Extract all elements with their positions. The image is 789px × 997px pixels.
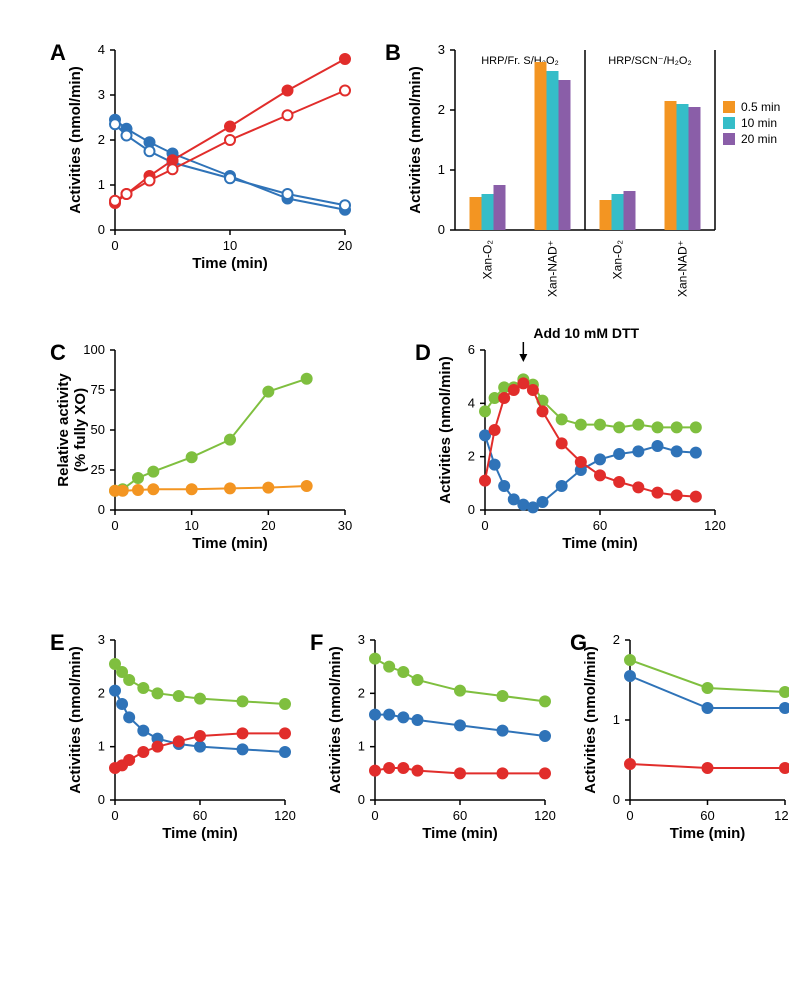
panel-B: 0123HRP/Fr. S/H₂O₂HRP/SCN⁻/H₂O₂Xan-O₂Xan… — [455, 50, 785, 230]
svg-text:HRP/Fr. S/H₂O₂: HRP/Fr. S/H₂O₂ — [481, 55, 559, 67]
svg-text:1: 1 — [98, 177, 105, 192]
panel-label-D: D — [415, 340, 431, 366]
svg-text:Xan-O₂: Xan-O₂ — [611, 240, 625, 280]
svg-text:20: 20 — [261, 518, 275, 533]
y-axis-label: Activities (nmol/min) — [437, 350, 454, 510]
legend: 0.5 min 10 min 20 min — [723, 100, 780, 148]
panel-C: 01020300255075100Time (min)Relative acti… — [115, 350, 345, 510]
svg-text:0: 0 — [371, 808, 378, 823]
svg-text:HRP/SCN⁻/H₂O₂: HRP/SCN⁻/H₂O₂ — [608, 55, 691, 67]
svg-text:60: 60 — [700, 808, 714, 823]
svg-text:60: 60 — [453, 808, 467, 823]
svg-text:0: 0 — [613, 792, 620, 807]
svg-text:0: 0 — [111, 518, 118, 533]
figure-root: A0102001234Time (min)Activities (nmol/mi… — [20, 20, 789, 977]
svg-text:3: 3 — [98, 632, 105, 647]
svg-text:2: 2 — [468, 449, 475, 464]
x-axis-label: Time (min) — [630, 825, 785, 842]
svg-text:1: 1 — [358, 739, 365, 754]
svg-text:25: 25 — [91, 462, 105, 477]
svg-text:0: 0 — [98, 222, 105, 237]
svg-text:120: 120 — [534, 808, 556, 823]
svg-text:0: 0 — [98, 502, 105, 517]
svg-text:2: 2 — [358, 685, 365, 700]
svg-text:0: 0 — [98, 792, 105, 807]
panel-label-B: B — [385, 40, 401, 66]
x-axis-label: Time (min) — [375, 825, 545, 842]
legend-item: 10 min — [723, 116, 780, 130]
panel-G: 060120012Time (min)Activities (nmol/min) — [630, 640, 785, 800]
panel-label-F: F — [310, 630, 323, 656]
svg-text:2: 2 — [98, 132, 105, 147]
svg-text:0: 0 — [626, 808, 633, 823]
svg-text:Xan-O₂: Xan-O₂ — [481, 240, 495, 280]
svg-text:0: 0 — [111, 238, 118, 253]
svg-text:2: 2 — [613, 632, 620, 647]
panel-label-E: E — [50, 630, 65, 656]
svg-text:1: 1 — [98, 739, 105, 754]
svg-text:10: 10 — [223, 238, 237, 253]
y-axis-label: Activities (nmol/min) — [67, 50, 84, 230]
svg-text:20: 20 — [338, 238, 352, 253]
panel-F: 0601200123Time (min)Activities (nmol/min… — [375, 640, 545, 800]
svg-text:0: 0 — [468, 502, 475, 517]
svg-text:120: 120 — [774, 808, 789, 823]
x-axis-label: Time (min) — [115, 255, 345, 272]
y-axis-label: Activities (nmol/min) — [67, 640, 84, 800]
svg-text:Add 10 mM DTT: Add 10 mM DTT — [533, 325, 639, 341]
svg-text:0: 0 — [438, 222, 445, 237]
svg-text:2: 2 — [98, 685, 105, 700]
svg-text:6: 6 — [468, 342, 475, 357]
panel-label-A: A — [50, 40, 66, 66]
svg-text:Xan-NAD⁺: Xan-NAD⁺ — [546, 240, 560, 297]
svg-text:1: 1 — [613, 712, 620, 727]
svg-text:0: 0 — [358, 792, 365, 807]
panel-A: 0102001234Time (min)Activities (nmol/min… — [115, 50, 345, 230]
svg-text:120: 120 — [704, 518, 726, 533]
y-axis-label: Activities (nmol/min) — [327, 640, 344, 800]
svg-text:50: 50 — [91, 422, 105, 437]
svg-text:30: 30 — [338, 518, 352, 533]
panel-D: 0601200246Add 10 mM DTTTime (min)Activit… — [485, 350, 715, 510]
svg-text:10: 10 — [184, 518, 198, 533]
svg-text:Xan-NAD⁺: Xan-NAD⁺ — [676, 240, 690, 297]
svg-text:3: 3 — [358, 632, 365, 647]
svg-text:2: 2 — [438, 102, 445, 117]
panel-E: 0601200123Time (min)Activities (nmol/min… — [115, 640, 285, 800]
svg-text:4: 4 — [468, 395, 475, 410]
svg-text:4: 4 — [98, 42, 105, 57]
svg-text:3: 3 — [98, 87, 105, 102]
svg-text:3: 3 — [438, 42, 445, 57]
x-axis-label: Time (min) — [115, 535, 345, 552]
svg-text:60: 60 — [193, 808, 207, 823]
y-axis-label: Activities (nmol/min) — [407, 50, 424, 230]
y-axis-label: Relative activity(% fully XO) — [55, 350, 89, 510]
legend-item: 20 min — [723, 132, 780, 146]
y-axis-label: Activities (nmol/min) — [582, 640, 599, 800]
svg-text:75: 75 — [91, 382, 105, 397]
x-axis-label: Time (min) — [115, 825, 285, 842]
legend-item: 0.5 min — [723, 100, 780, 114]
x-axis-label: Time (min) — [485, 535, 715, 552]
svg-text:60: 60 — [593, 518, 607, 533]
svg-text:1: 1 — [438, 162, 445, 177]
svg-text:120: 120 — [274, 808, 296, 823]
svg-text:0: 0 — [111, 808, 118, 823]
svg-text:0: 0 — [481, 518, 488, 533]
